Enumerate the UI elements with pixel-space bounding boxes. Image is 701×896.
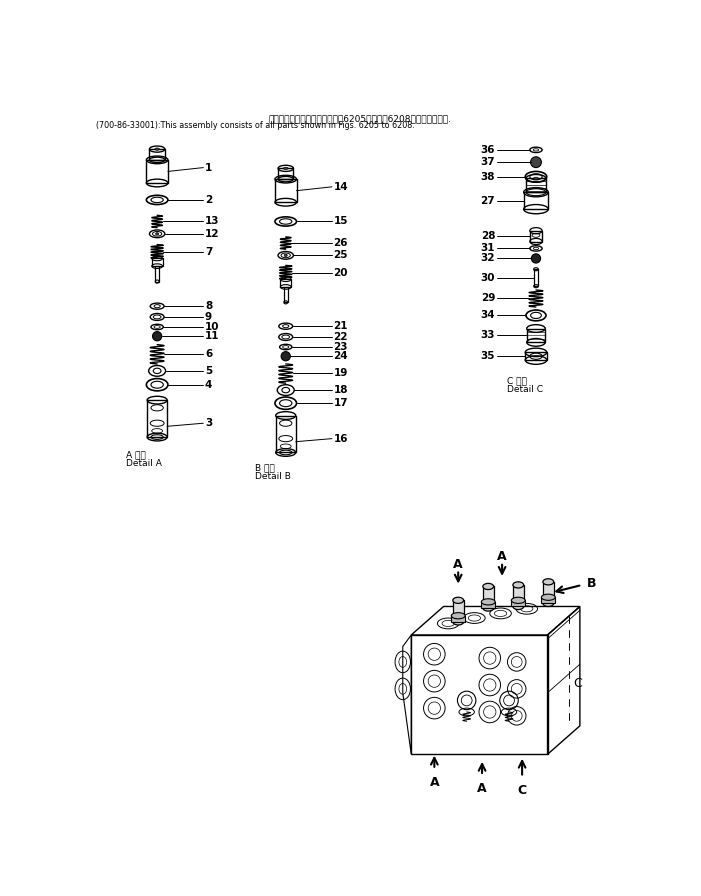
Bar bbox=[451, 616, 465, 622]
Text: 28: 28 bbox=[481, 231, 495, 241]
Text: 13: 13 bbox=[205, 217, 219, 227]
Text: 26: 26 bbox=[334, 238, 348, 248]
Text: 3: 3 bbox=[205, 418, 212, 428]
Text: 12: 12 bbox=[205, 228, 219, 239]
Text: 21: 21 bbox=[334, 321, 348, 332]
Ellipse shape bbox=[541, 594, 555, 600]
Bar bbox=[533, 269, 538, 286]
Text: C: C bbox=[573, 677, 582, 690]
Text: C: C bbox=[517, 784, 526, 797]
Ellipse shape bbox=[513, 582, 524, 588]
Text: 20: 20 bbox=[334, 268, 348, 278]
Ellipse shape bbox=[511, 598, 525, 603]
Text: A: A bbox=[477, 782, 487, 795]
Text: 15: 15 bbox=[334, 217, 348, 227]
Ellipse shape bbox=[531, 157, 541, 168]
Text: 18: 18 bbox=[334, 385, 348, 395]
Bar bbox=[513, 585, 524, 607]
Ellipse shape bbox=[153, 332, 162, 340]
Bar bbox=[278, 168, 294, 179]
Text: 1: 1 bbox=[205, 162, 212, 173]
Text: A 詳細: A 詳細 bbox=[126, 450, 146, 459]
Text: 2: 2 bbox=[205, 195, 212, 205]
Ellipse shape bbox=[483, 605, 494, 611]
Bar bbox=[525, 352, 547, 360]
Bar bbox=[284, 287, 287, 302]
Text: 24: 24 bbox=[334, 351, 348, 361]
Text: 10: 10 bbox=[205, 322, 219, 332]
Text: 16: 16 bbox=[334, 434, 348, 444]
Ellipse shape bbox=[513, 603, 524, 609]
Bar bbox=[543, 582, 554, 603]
Bar bbox=[511, 600, 525, 607]
Text: 33: 33 bbox=[481, 331, 495, 340]
Ellipse shape bbox=[543, 579, 554, 585]
Text: B 詳細: B 詳細 bbox=[255, 463, 275, 472]
Bar bbox=[453, 600, 463, 622]
Text: このアセンブリの構成部品は第6205図から第6208図まで含みます.: このアセンブリの構成部品は第6205図から第6208図まで含みます. bbox=[268, 115, 451, 124]
Bar bbox=[524, 193, 548, 209]
Text: Detail A: Detail A bbox=[126, 459, 162, 468]
Text: 6: 6 bbox=[205, 349, 212, 359]
Ellipse shape bbox=[482, 599, 495, 605]
Ellipse shape bbox=[156, 233, 158, 235]
Text: 19: 19 bbox=[334, 368, 348, 378]
Text: 29: 29 bbox=[481, 294, 495, 304]
Text: 23: 23 bbox=[334, 342, 348, 352]
Bar bbox=[541, 598, 555, 603]
Bar bbox=[275, 179, 297, 202]
Text: A: A bbox=[454, 557, 463, 571]
Text: 31: 31 bbox=[481, 244, 495, 254]
Bar bbox=[526, 329, 545, 342]
Text: 5: 5 bbox=[205, 366, 212, 375]
Text: 4: 4 bbox=[205, 380, 212, 390]
Text: A: A bbox=[430, 776, 439, 788]
Text: 9: 9 bbox=[205, 312, 212, 322]
Bar bbox=[147, 401, 167, 437]
Text: 7: 7 bbox=[205, 247, 212, 257]
Ellipse shape bbox=[283, 168, 288, 169]
Text: 36: 36 bbox=[481, 145, 495, 155]
Ellipse shape bbox=[543, 600, 554, 607]
Ellipse shape bbox=[453, 619, 463, 625]
Text: 25: 25 bbox=[334, 250, 348, 261]
Ellipse shape bbox=[451, 613, 465, 619]
Text: (700-86-33001):This assembly consists of all parts shown in Figs. 6205 to 6208.: (700-86-33001):This assembly consists of… bbox=[95, 121, 414, 131]
Bar bbox=[149, 149, 165, 159]
Bar bbox=[275, 416, 296, 452]
Bar bbox=[147, 159, 168, 183]
Text: A: A bbox=[497, 550, 507, 563]
Text: C 詳細: C 詳細 bbox=[508, 376, 527, 385]
Bar bbox=[482, 602, 495, 608]
Text: 17: 17 bbox=[334, 398, 348, 409]
Bar bbox=[530, 231, 542, 242]
Text: 38: 38 bbox=[481, 172, 495, 182]
Text: 30: 30 bbox=[481, 272, 495, 283]
Text: 11: 11 bbox=[205, 332, 219, 341]
Text: 14: 14 bbox=[334, 182, 348, 192]
Ellipse shape bbox=[284, 254, 287, 256]
Text: 8: 8 bbox=[205, 301, 212, 311]
Text: 34: 34 bbox=[481, 310, 495, 321]
Ellipse shape bbox=[155, 148, 159, 151]
Text: B: B bbox=[587, 577, 597, 590]
Ellipse shape bbox=[533, 177, 538, 179]
Text: 37: 37 bbox=[481, 157, 495, 168]
Text: 32: 32 bbox=[481, 254, 495, 263]
Text: 27: 27 bbox=[481, 195, 495, 206]
Text: 22: 22 bbox=[334, 332, 348, 342]
Bar bbox=[280, 280, 291, 287]
Bar bbox=[483, 587, 494, 608]
Bar bbox=[526, 178, 546, 193]
Ellipse shape bbox=[483, 583, 494, 590]
Ellipse shape bbox=[453, 598, 463, 603]
Text: 35: 35 bbox=[481, 351, 495, 361]
Bar bbox=[151, 258, 163, 266]
Text: Detail C: Detail C bbox=[508, 384, 543, 393]
Ellipse shape bbox=[281, 351, 290, 361]
Ellipse shape bbox=[531, 254, 540, 263]
Text: Detail B: Detail B bbox=[255, 471, 291, 481]
Bar bbox=[155, 266, 159, 281]
